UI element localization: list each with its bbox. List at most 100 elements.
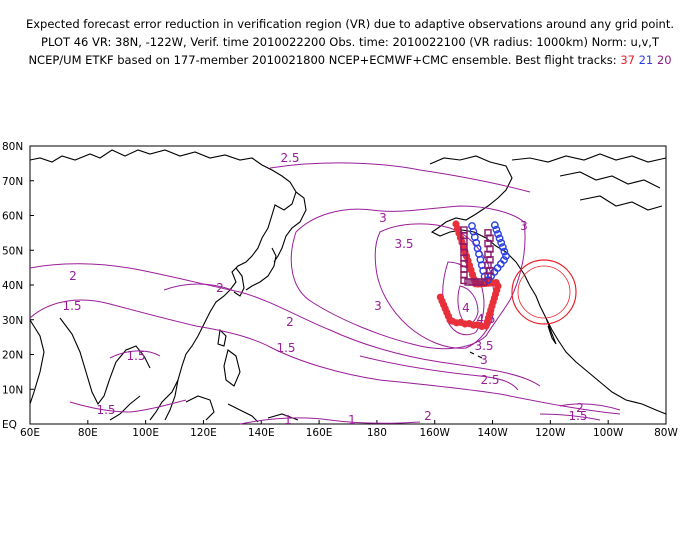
contour-label: 2 xyxy=(69,269,77,283)
lat-label: EQ xyxy=(2,419,17,431)
lon-label: 180 xyxy=(367,427,387,439)
contour-label: 3.5 xyxy=(394,237,413,251)
track-point-blue xyxy=(500,247,509,256)
track-point-purple xyxy=(464,278,472,286)
vr-circle-outer xyxy=(511,259,577,325)
track-point-blue xyxy=(497,238,506,247)
lon-label: 140E xyxy=(248,427,275,439)
contour-label: 1.5 xyxy=(276,341,295,355)
coast-asia xyxy=(29,149,297,421)
contour-1-5-south xyxy=(69,399,187,413)
contour-1-5-india xyxy=(109,350,161,359)
track-point-purple xyxy=(480,278,488,286)
contour-label: 3 xyxy=(480,353,488,367)
track-point-purple xyxy=(472,278,480,286)
contour-label: 1 xyxy=(348,413,356,427)
coastlines xyxy=(29,149,667,423)
latitude-labels: 80N 70N 60N 50N 40N 30N 20N 10N EQ xyxy=(2,141,23,431)
coast-korea xyxy=(233,267,245,297)
lon-label: 60E xyxy=(20,427,40,439)
lat-label: 80N xyxy=(2,141,23,153)
contour-label: 3 xyxy=(520,219,528,233)
lon-label: 160E xyxy=(306,427,333,439)
map-frame xyxy=(29,145,667,425)
contour-label: 2 xyxy=(424,409,432,423)
contour-label: 1.5 xyxy=(62,299,81,313)
lon-label: 80W xyxy=(654,427,678,439)
lon-label: 80E xyxy=(78,427,98,439)
lat-label: 40N xyxy=(2,280,23,292)
contour-label: 1 xyxy=(284,413,292,427)
lat-label: 50N xyxy=(2,245,23,257)
contour-label: 2 xyxy=(576,401,584,415)
contour-labels: 2.533.53221.5231.51.53.532.544.51.511221… xyxy=(62,151,587,427)
coast-baja xyxy=(545,317,557,345)
track-point-purple xyxy=(484,229,492,237)
track-point-purple xyxy=(460,276,468,285)
contour-label: 1.5 xyxy=(96,403,115,417)
lat-label: 70N xyxy=(2,176,23,188)
contour-label: 1.5 xyxy=(568,409,587,423)
lat-label: 60N xyxy=(2,211,23,223)
coast-india xyxy=(59,317,151,406)
track-count-blue: 21 xyxy=(638,53,654,67)
lon-label: 120W xyxy=(535,427,566,439)
track-point-purple xyxy=(468,278,476,286)
coast-canada xyxy=(511,153,667,211)
contour-label: 1.5 xyxy=(126,349,145,363)
plot-title-line-3: NCEP/UM ETKF based on 177-member 2010021… xyxy=(0,52,700,69)
coast-indochina xyxy=(109,379,179,421)
contour-label: 3 xyxy=(374,299,382,313)
contour-2-5-north xyxy=(269,162,531,193)
lat-label: 20N xyxy=(2,350,23,362)
track-point-blue xyxy=(495,234,504,243)
coast-north-america xyxy=(515,261,667,415)
contour-label: 2 xyxy=(216,281,224,295)
track-count-red: 37 xyxy=(620,53,635,67)
track-point-blue xyxy=(490,221,499,230)
longitude-labels: 60E 80E 100E 120E 140E 160E 180 160W 140W 120W 100… xyxy=(20,427,678,439)
contour-2-5-south xyxy=(359,355,519,391)
contour-label: 3 xyxy=(379,211,387,225)
verification-region xyxy=(511,259,577,325)
track-point-blue xyxy=(492,225,501,234)
contour-label: 4 xyxy=(462,301,470,315)
track-point-purple xyxy=(476,278,484,286)
lon-label: 160W xyxy=(420,427,451,439)
lat-label: 10N xyxy=(2,384,23,396)
lon-label: 140W xyxy=(477,427,508,439)
contour-1-5-east xyxy=(539,413,601,421)
plot-title-line-1: Expected forecast error reduction in ver… xyxy=(25,17,675,31)
coast-kamchatka xyxy=(273,191,307,263)
contour-2-east xyxy=(559,403,621,411)
coast-hawaii xyxy=(469,351,483,359)
track-point-blue xyxy=(500,256,508,264)
contour-1 xyxy=(239,417,421,425)
track-point-blue xyxy=(502,252,510,260)
contour-2 xyxy=(29,263,541,387)
contour-label: 2.5 xyxy=(480,373,499,387)
coast-philippines xyxy=(217,328,241,387)
lon-label: 100W xyxy=(593,427,624,439)
contour-3-5 xyxy=(374,223,495,349)
plot-title-line-3-text: NCEP/UM ETKF based on 177-member 2010021… xyxy=(28,53,617,67)
error-reduction-contours xyxy=(29,162,621,425)
contour-3-outer xyxy=(290,205,526,350)
lon-label: 120E xyxy=(190,427,217,439)
plot-title-line-2: PLOT 46 VR: 38N, -122W, Verif. time 2010… xyxy=(41,35,659,49)
lat-label: 30N xyxy=(2,315,23,327)
coast-arabia xyxy=(29,319,45,405)
track-point-blue xyxy=(494,230,502,238)
axis-ticks xyxy=(29,145,667,425)
contour-label: 3.5 xyxy=(474,339,493,353)
vr-circle-inner xyxy=(517,265,571,319)
flight-track-purple xyxy=(460,226,494,286)
coast-japan xyxy=(245,247,277,291)
contour-label: 2 xyxy=(286,315,294,329)
track-point-blue xyxy=(498,243,507,252)
contour-1-5-west xyxy=(29,299,621,415)
contour-label: 2.5 xyxy=(280,151,299,165)
coast-borneo xyxy=(185,395,259,423)
lon-label: 100E xyxy=(132,427,159,439)
